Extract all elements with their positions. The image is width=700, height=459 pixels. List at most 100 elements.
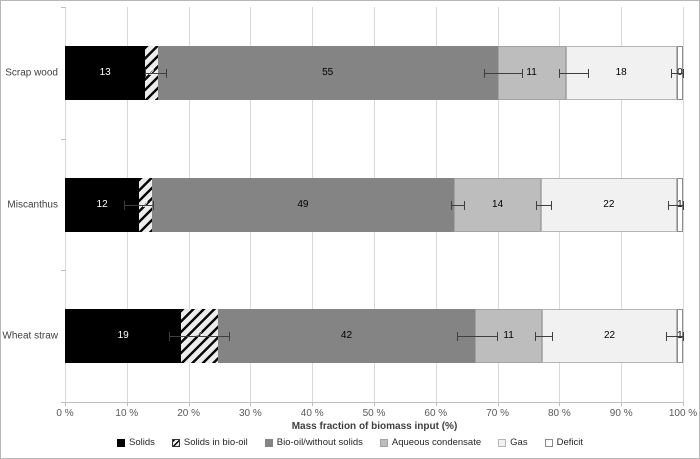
legend-label: Deficit xyxy=(556,437,583,448)
x-axis-tick xyxy=(435,402,437,406)
category-axis-tick xyxy=(61,138,66,140)
error-bar-cap xyxy=(588,68,590,78)
category-label: Scrap wood xyxy=(5,67,58,79)
legend: Solids Solids in bio-oil Bio-oil/without s… xyxy=(1,437,699,448)
bar-segment-label: 19 xyxy=(117,330,129,342)
x-axis-tick xyxy=(65,402,66,406)
x-axis-tick-label: 80 % xyxy=(547,408,571,419)
error-bar-cap xyxy=(551,200,553,210)
bar-segment xyxy=(65,45,146,100)
bar-segment-label: 14 xyxy=(492,198,504,210)
legend-item: Solids xyxy=(117,437,155,448)
bar-segment-label: 11 xyxy=(503,330,514,342)
category-label: Wheat straw xyxy=(2,330,58,342)
x-axis-tick xyxy=(559,402,561,406)
error-bar xyxy=(144,72,167,74)
error-bar-cap xyxy=(168,332,170,342)
error-bar xyxy=(670,72,683,74)
bar-segment-label: 6 xyxy=(197,331,203,341)
bar-segment xyxy=(542,309,677,364)
bar-segment xyxy=(454,177,541,232)
error-bar-cap xyxy=(496,332,498,342)
error-bar xyxy=(665,336,683,338)
x-axis-tick xyxy=(126,402,128,406)
legend-marker-icon xyxy=(498,438,507,447)
x-axis-tick-label: 40 % xyxy=(300,408,324,419)
error-bar-cap xyxy=(166,68,168,78)
legend-item: Deficit xyxy=(544,437,583,448)
legend-marker-icon xyxy=(544,438,553,447)
bar-segment-label: 0 xyxy=(677,67,683,78)
x-axis-tick-label: 100 % xyxy=(668,408,698,419)
x-axis-tick-label: 70 % xyxy=(486,408,509,419)
legend-item: Solids in bio-oil xyxy=(171,437,248,448)
legend-item: Gas xyxy=(498,437,528,448)
bar-segment-label: 49 xyxy=(297,198,309,210)
x-axis-tick xyxy=(312,402,314,406)
bar-segment-label: 12 xyxy=(96,198,108,210)
legend-marker-icon xyxy=(117,438,125,447)
error-bar xyxy=(535,204,552,206)
category-axis-tick xyxy=(61,7,66,8)
error-bar-cap xyxy=(228,332,230,342)
x-axis-tick xyxy=(188,402,190,406)
legend-label: Aqueous condensate xyxy=(391,437,482,448)
x-axis-tick xyxy=(497,402,499,406)
error-bar xyxy=(456,336,497,338)
bar-segment-label: 55 xyxy=(322,66,334,78)
bar-segment-label: 1 xyxy=(677,331,683,341)
x-axis-tick-label: 10 % xyxy=(115,408,139,419)
error-bar xyxy=(484,72,522,74)
x-axis-tick-label: 90 % xyxy=(609,408,633,419)
x-axis-tick xyxy=(621,402,623,406)
bar-segment-label: 22 xyxy=(603,198,615,210)
error-bar-cap xyxy=(559,68,561,78)
error-bar-cap xyxy=(153,200,155,210)
error-bar-cap xyxy=(683,332,684,342)
error-bar-cap xyxy=(484,68,485,78)
bar-segment-label: 2 xyxy=(143,199,149,210)
category-axis-tick xyxy=(61,270,66,272)
legend-label: Bio-oil/without solids xyxy=(276,437,363,448)
bar-segment-label: 2 xyxy=(149,67,155,78)
legend-label: Gas xyxy=(510,437,528,448)
x-axis-tick-label: 50 % xyxy=(362,408,386,419)
bar-segment-label: 13 xyxy=(99,66,111,78)
bar-segment xyxy=(157,45,498,100)
error-bar-cap xyxy=(463,200,465,210)
error-bar xyxy=(451,204,464,206)
category-axis-tick xyxy=(61,402,66,403)
category-label: Miscanthus xyxy=(7,199,58,210)
legend-label: Solids xyxy=(129,437,155,448)
bar-segment-label: 22 xyxy=(604,330,616,342)
bar-segment-label: 1 xyxy=(677,199,683,210)
error-bar-cap xyxy=(451,200,453,210)
error-bar xyxy=(668,204,683,206)
x-axis-tick-label: 30 % xyxy=(238,408,262,419)
legend-label: Solids in bio-oil xyxy=(183,437,248,448)
x-axis-tick xyxy=(250,402,252,406)
legend-item: Aqueous condensate xyxy=(379,437,482,448)
error-bar xyxy=(168,336,229,338)
error-bar xyxy=(559,72,589,74)
x-axis-tick-label: 0 % xyxy=(56,408,74,419)
x-axis-title: Mass fraction of biomass input (%) xyxy=(291,421,458,432)
legend-marker-icon xyxy=(264,438,273,447)
x-axis-tick-label: 60 % xyxy=(424,408,448,419)
bar-segment-label: 18 xyxy=(615,66,627,78)
error-bar-cap xyxy=(144,68,146,78)
x-axis-tick xyxy=(683,402,684,406)
error-bar xyxy=(535,336,552,338)
error-bar-cap xyxy=(456,332,458,342)
bar-segment-label: 11 xyxy=(526,66,537,78)
error-bar-cap xyxy=(665,332,667,342)
bar-segment xyxy=(217,309,475,364)
x-axis-tick xyxy=(374,402,375,406)
legend-marker-icon xyxy=(379,438,388,447)
legend-item: Bio-oil/without solids xyxy=(264,437,363,448)
error-bar-cap xyxy=(535,200,537,210)
error-bar-cap xyxy=(551,332,553,342)
error-bar-cap xyxy=(124,200,126,210)
bar-segment xyxy=(65,309,182,364)
